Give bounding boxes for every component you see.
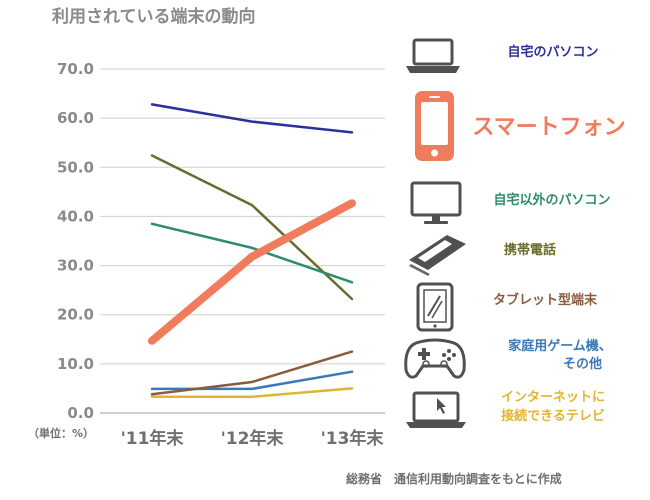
chart-title: 利用されている端末の動向 — [52, 6, 256, 27]
y-axis-ticks: 0.0 10.0 20.0 30.0 40.0 50.0 60.0 70.0 — [57, 60, 94, 422]
unit-label: （単位：%） — [28, 426, 94, 440]
series-line-5 — [150, 370, 354, 391]
series-line-6 — [150, 387, 354, 399]
game-controller-icon — [404, 338, 466, 379]
y-tick-label: 60.0 — [57, 109, 94, 127]
series-line-1 — [148, 199, 356, 345]
legend-label-6: インターネットに — [501, 390, 605, 405]
y-tick-label: 40.0 — [57, 207, 94, 225]
legend-label-0: 自宅のパソコン — [507, 44, 598, 60]
y-tick-label: 20.0 — [57, 306, 94, 324]
x-tick-label: '12年末 — [221, 428, 285, 449]
legend-label-2: 自宅以外のパソコン — [493, 192, 610, 208]
series-line-0 — [150, 103, 354, 134]
legend-label-4: タブレット型端末 — [493, 292, 598, 308]
smartphone-icon — [415, 91, 454, 161]
mobile-phone-icon — [409, 235, 466, 276]
tablet-icon — [416, 282, 454, 332]
series-lines — [148, 103, 356, 399]
gridlines — [100, 68, 385, 414]
series-line-3 — [150, 154, 354, 301]
legend-label-3: 携帯電話 — [504, 242, 556, 258]
monitor-icon — [410, 181, 462, 224]
series-line-4 — [150, 350, 354, 396]
y-tick-label: 70.0 — [57, 60, 94, 78]
source-note: 総務省 通信利用動向調査をもとに作成 — [346, 471, 562, 486]
legend-label-1: スマートフォン — [472, 115, 625, 140]
y-tick-label: 30.0 — [57, 257, 94, 275]
y-tick-label: 50.0 — [57, 158, 94, 176]
legend-label-5: その他 — [563, 356, 602, 372]
x-axis-ticks: '11年末 '12年末 '13年末 — [121, 428, 385, 449]
y-tick-label: 0.0 — [67, 404, 94, 422]
laptop-icon — [406, 38, 460, 73]
legend: 自宅のパソコンスマートフォン自宅以外のパソコン携帯電話タブレット型端末家庭用ゲー… — [404, 38, 626, 428]
y-tick-label: 10.0 — [57, 355, 94, 373]
legend-label-5: 家庭用ゲーム機、 — [508, 338, 612, 354]
tv-icon — [406, 391, 466, 428]
series-line-2 — [150, 222, 354, 284]
legend-label-6: 接続できるテレビ — [501, 408, 605, 424]
x-tick-label: '13年末 — [321, 428, 385, 449]
x-tick-label: '11年末 — [121, 428, 185, 449]
